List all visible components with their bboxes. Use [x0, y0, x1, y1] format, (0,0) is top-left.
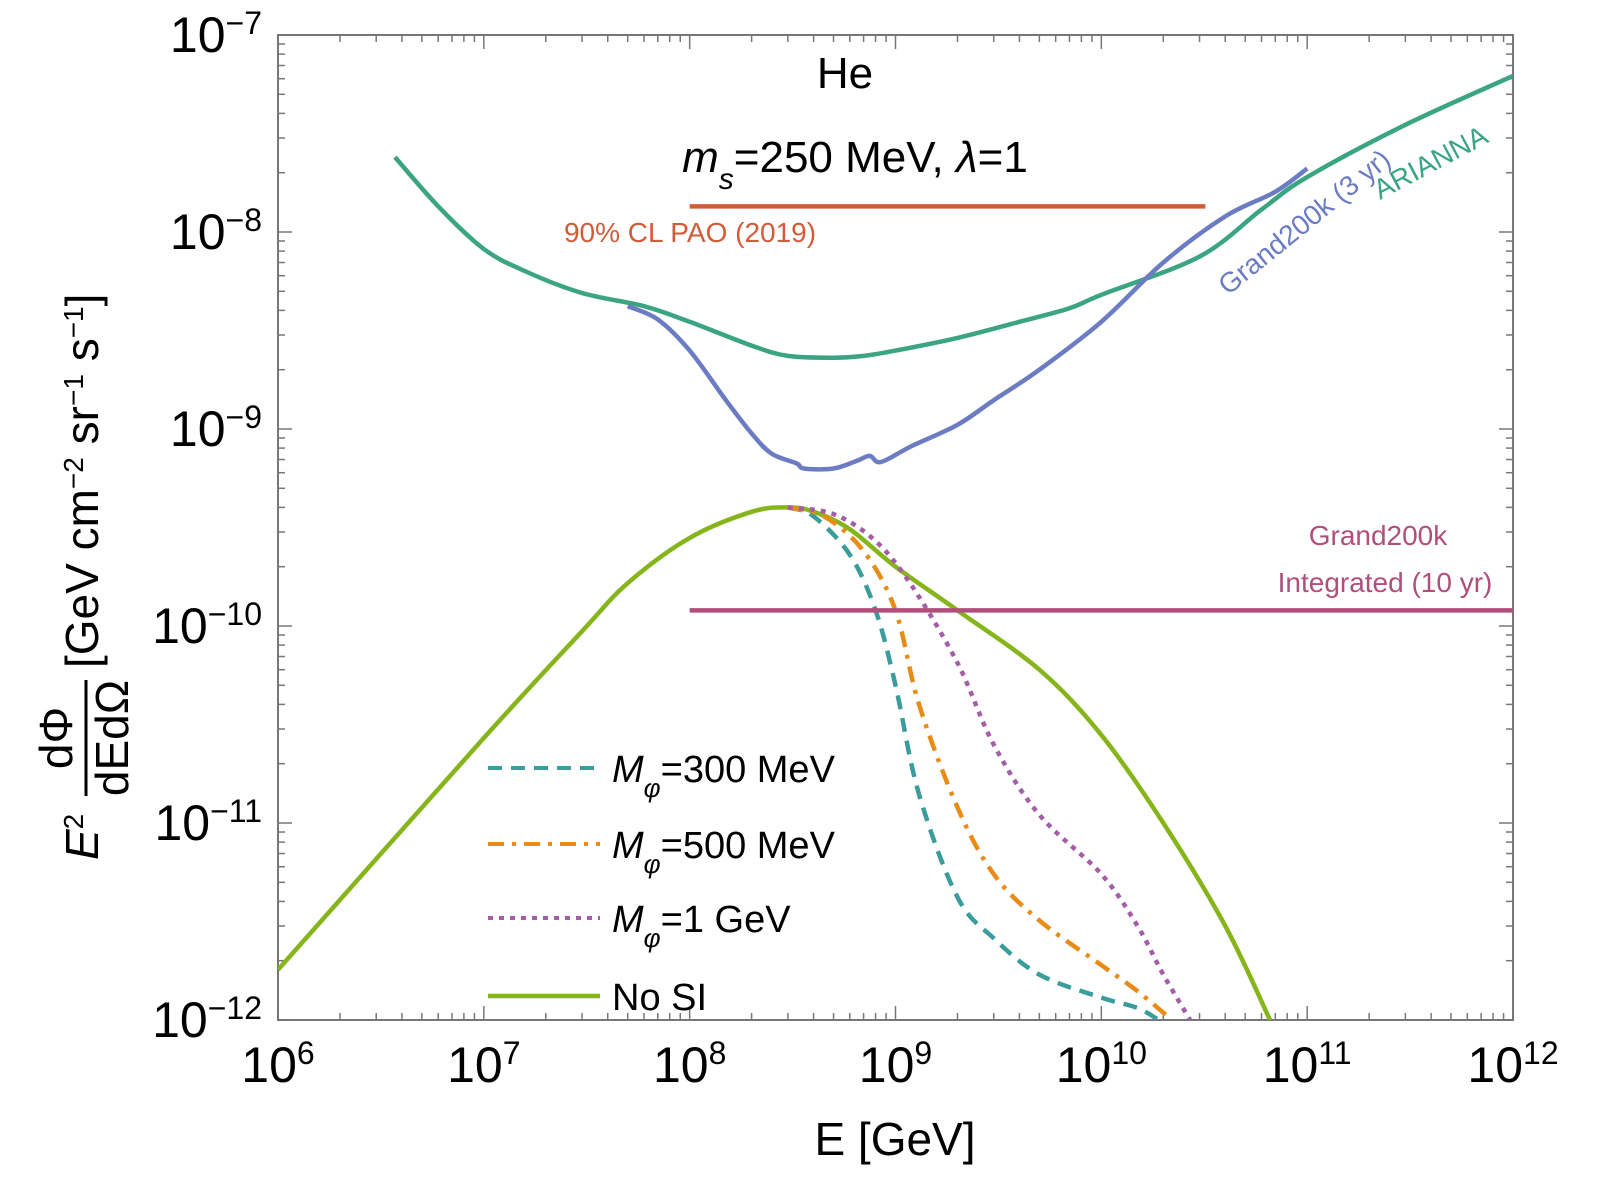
x-tick-label: 108 — [653, 1035, 726, 1093]
x-tick-label: 1011 — [1263, 1035, 1352, 1093]
subtitle-s: s — [719, 163, 734, 196]
series-line-m-500-mev — [787, 505, 1174, 1020]
x-tick-labels: 106 107 108 109 1010 1011 1012 — [241, 1035, 1558, 1093]
series-line-arianna — [393, 73, 1513, 360]
axis-ticks — [277, 35, 1513, 1021]
annotation-grand200k: Grand200k — [1309, 520, 1449, 551]
legend-label-nosi: No SI — [612, 977, 707, 1019]
legend-label-500mev: Mφ=500 MeV — [612, 825, 836, 879]
x-tick-label: 109 — [859, 1035, 932, 1093]
subtitle-lambda-value: =1 — [978, 133, 1028, 182]
legend-label-300mev: Mφ=300 MeV — [612, 749, 836, 803]
y-tick-label: 10−12 — [152, 990, 262, 1048]
x-tick-label: 1010 — [1056, 1035, 1147, 1093]
y-title-E: E2 — [56, 814, 108, 860]
x-tick-label: 1012 — [1467, 1035, 1558, 1093]
series-line-m-300-mev — [787, 505, 1160, 1020]
x-tick-label: 106 — [241, 1035, 314, 1093]
chart-title: He — [817, 49, 873, 98]
legend-label-1gev: Mφ=1 GeV — [612, 899, 791, 953]
series-group — [278, 73, 1513, 1020]
y-title-denominator: dEdΩ — [86, 680, 138, 796]
y-tick-label: 10−8 — [170, 202, 262, 260]
subtitle-lambda: λ — [954, 133, 978, 182]
x-tick-label: 107 — [447, 1035, 520, 1093]
annotation-grand200k-3yr: Grand200k (3 yr) — [1212, 143, 1396, 300]
subtitle-mass: =250 MeV, — [734, 133, 956, 182]
legend: Mφ=300 MeV Mφ=500 MeV Mφ=1 GeV No SI — [488, 749, 836, 1019]
series-line-grand200k-3-yr — [626, 166, 1309, 472]
series-line-m-1-gev — [787, 505, 1193, 1020]
y-tick-label: 10−10 — [152, 596, 262, 654]
x-axis-title: E [GeV] — [814, 1113, 975, 1165]
y-tick-labels: 10−7 10−8 10−9 10−10 10−11 10−12 — [152, 5, 262, 1048]
annotation-pao: 90% CL PAO (2019) — [564, 217, 816, 248]
y-title-units: [GeV cm−2 sr−1 s−1] — [56, 294, 108, 668]
chart-subtitle: ms=250 MeV, λ=1 — [682, 133, 1028, 196]
subtitle-m: m — [682, 133, 719, 182]
y-title-numerator: dΦ — [30, 707, 82, 769]
y-tick-label: 10−11 — [154, 793, 262, 851]
y-tick-label: 10−9 — [170, 399, 262, 457]
annotation-integrated: Integrated (10 yr) — [1278, 567, 1493, 598]
y-axis-title: E2 dΦ dEdΩ [GeV cm−2 sr−1 s−1] — [30, 294, 138, 860]
y-tick-label: 10−7 — [170, 5, 262, 63]
